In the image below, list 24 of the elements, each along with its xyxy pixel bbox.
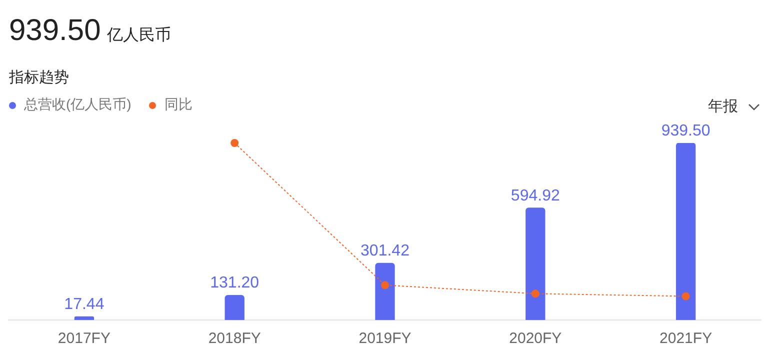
bar [676, 143, 696, 320]
x-tick-label: 2018FY [208, 330, 261, 348]
data-label: 17.44 [64, 296, 104, 314]
bar [224, 294, 244, 320]
point [531, 290, 540, 298]
point [230, 139, 239, 147]
point [381, 281, 389, 290]
text: 年报 [708, 97, 738, 116]
x-tick-label: 2017FY [58, 330, 110, 348]
x-tick-label: 2020FY [509, 330, 562, 348]
legend-label: 总营收(亿人民币) [23, 96, 132, 114]
legend-label: 同比 [163, 96, 192, 114]
chart-subtitle: 指标趋势 [9, 68, 69, 87]
point [682, 292, 690, 300]
data-label: 301.42 [360, 242, 410, 260]
x-tick-label: 2021FY [660, 330, 712, 348]
bar [74, 316, 94, 320]
bar [375, 262, 395, 320]
bar [526, 208, 546, 320]
data-label: 594.92 [510, 187, 560, 204]
x-tick-label: 2019FY [358, 330, 412, 348]
data-label: 939.50 [661, 122, 710, 140]
chart-title: 939.50 亿人民币 [9, 14, 171, 47]
data-label: 131.20 [210, 274, 260, 292]
